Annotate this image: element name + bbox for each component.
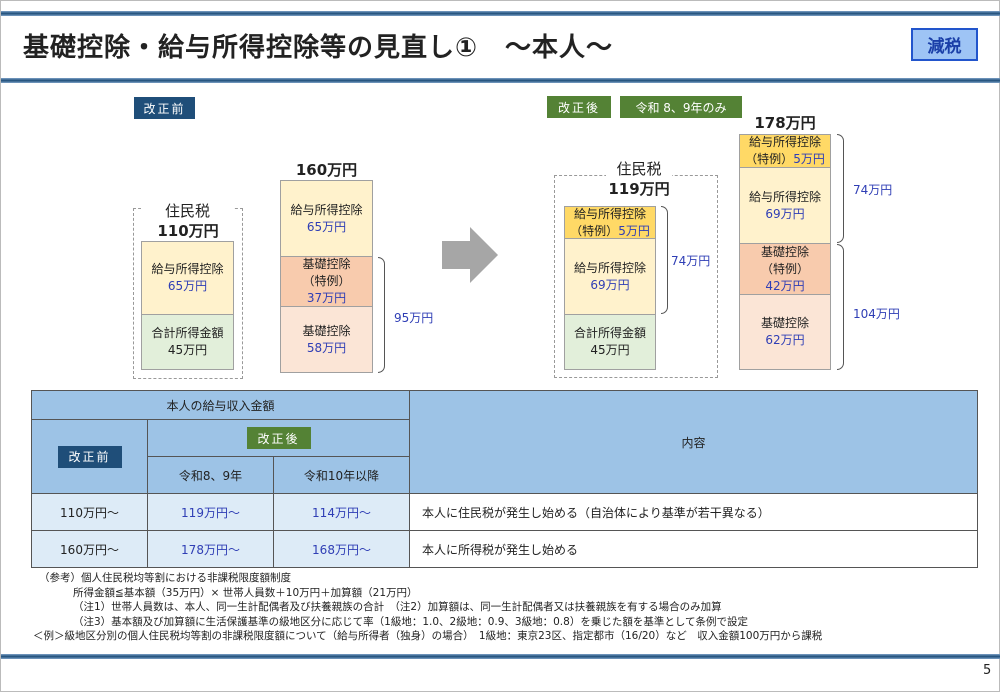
after-label: 改正後 <box>547 96 611 118</box>
cell-r89: 178万円～ <box>147 530 274 568</box>
threshold-table: 本人の給与収入金額 内容 改正前 改正後 令和8、9年 令和10年以降 110万円～ 1… <box>31 390 978 568</box>
header-content: 内容 <box>409 390 978 494</box>
segment-salary-deduction-special: 給与所得控除 （特例）5万円 <box>739 134 831 168</box>
header-r89: 令和8、9年 <box>147 456 274 494</box>
cell-content: 本人に所得税が発生し始める <box>409 530 978 568</box>
note: （参考）個人住民税均等割における非課税限度額制度 <box>39 572 291 584</box>
footer-rule <box>1 654 1000 659</box>
segment-salary-deduction-special: 給与所得控除 （特例）5万円 <box>564 206 656 239</box>
before-resident-title: 住民税 <box>141 200 234 221</box>
segment-total-income: 合計所得金額 45万円 <box>564 314 656 370</box>
header-rule-top <box>1 11 1000 16</box>
segment-basic-deduction-special: 基礎控除 （特例） 42万円 <box>739 243 831 295</box>
before-label: 改正前 <box>134 97 195 119</box>
brace <box>837 134 844 243</box>
page-number: 5 <box>983 663 992 678</box>
right-arrow-icon <box>442 227 498 283</box>
tax-cut-badge: 減税 <box>911 28 978 61</box>
brace-label: 95万円 <box>394 311 434 325</box>
brace <box>661 206 668 314</box>
cell-content: 本人に住民税が発生し始める（自治体により基準が若干異なる） <box>409 493 978 531</box>
table-row: 110万円～ 119万円～ 114万円～ 本人に住民税が発生し始める（自治体により基準… <box>31 493 978 531</box>
cell-r10: 114万円～ <box>273 493 410 531</box>
note: 所得金額≦基本額（35万円）× 世帯人員数＋10万円＋加算額（21万円） <box>73 586 418 599</box>
cell-before: 110万円～ <box>31 493 148 531</box>
segment-salary-deduction: 給与所得控除 69万円 <box>564 238 656 315</box>
brace <box>378 257 385 373</box>
segment-salary-deduction: 給与所得控除 69万円 <box>739 167 831 244</box>
cell-before: 160万円～ <box>31 530 148 568</box>
brace-label: 74万円 <box>853 183 893 197</box>
cell-r10: 168万円～ <box>273 530 410 568</box>
notes: （参考）個人住民税均等割における非課税限度額制度 所得金額≦基本額（35万円）×… <box>33 571 822 644</box>
page-title: 基礎控除・給与所得控除等の見直し① ～本人～ <box>23 33 614 63</box>
brace-label: 104万円 <box>853 307 900 321</box>
cell-r89: 119万円～ <box>147 493 274 531</box>
after-resident-title: 住民税 <box>606 158 672 179</box>
segment-total-income: 合計所得金額 45万円 <box>141 314 234 370</box>
header-after: 改正後 <box>147 419 410 457</box>
note: （注1）世帯人員数は、本人、同一生計配偶者及び扶養親族の合計 （注2）加算額は、… <box>73 601 722 613</box>
segment-basic-deduction-special: 基礎控除 （特例） 37万円 <box>280 256 373 307</box>
brace <box>837 244 844 370</box>
brace-label: 74万円 <box>671 254 711 268</box>
segment-salary-deduction: 給与所得控除 65万円 <box>141 241 234 315</box>
period-label: 令和 8、9年のみ <box>620 96 742 118</box>
note: （注3）基本額及び加算額に生活保護基準の級地区分に応じて率（1級地：1.0、2級… <box>73 615 748 628</box>
table-row: 160万円～ 178万円～ 168万円～ 本人に所得税が発生し始める <box>31 530 978 568</box>
after-income-total: 178万円 <box>754 114 816 132</box>
header-before: 改正前 <box>31 419 148 494</box>
header-rule-bottom <box>1 78 1000 83</box>
note: ＜例＞級地区分別の個人住民税均等割の非課税限度額について（給与所得者（独身）の場… <box>33 630 823 642</box>
segment-basic-deduction: 基礎控除 58万円 <box>280 306 373 373</box>
segment-salary-deduction: 給与所得控除 65万円 <box>280 180 373 257</box>
before-income-total: 160万円 <box>295 161 358 179</box>
after-resident-total: 119万円 <box>601 178 677 199</box>
segment-basic-deduction: 基礎控除 62万円 <box>739 294 831 370</box>
before-resident-total: 110万円 <box>157 222 219 240</box>
header-r10: 令和10年以降 <box>273 456 410 494</box>
header-income: 本人の給与収入金額 <box>31 390 410 420</box>
